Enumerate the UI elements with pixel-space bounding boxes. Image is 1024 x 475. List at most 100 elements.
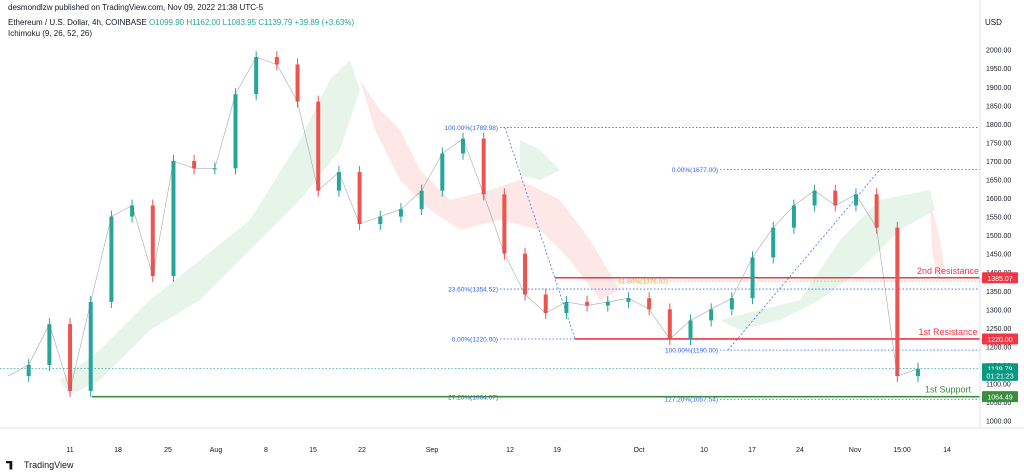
cloud-red [360, 80, 620, 300]
price-candle [812, 190, 817, 206]
price-candle [109, 216, 114, 302]
price-line [7, 56, 919, 393]
x-tick-label: 17 [748, 447, 756, 454]
price-badge-label: 1385.07 [987, 276, 1012, 283]
y-axis[interactable]: 1000.001050.001100.001150.001200.001250.… [0, 0, 1024, 429]
published-by-text: desmondlzw published on TradingView.com,… [8, 3, 264, 12]
x-tick-label: 24 [796, 447, 804, 454]
y-tick-label: 1450.00 [986, 252, 1011, 259]
price-badge-label: 1064.49 [987, 395, 1012, 402]
price-candle [667, 309, 672, 339]
price-candle [895, 227, 900, 377]
price-candle [729, 298, 734, 310]
price-candle [295, 64, 300, 102]
price-candle [357, 172, 362, 224]
price-candle [47, 324, 52, 365]
y-tick-label: 1600.00 [986, 196, 1011, 203]
x-tick-label: 10 [700, 447, 708, 454]
price-candle [585, 301, 590, 306]
fib-level-label: 0.00%(1220.00) [452, 336, 498, 343]
symbol-line: Ethereum / U.S. Dollar, 4h, COINBASE O10… [8, 18, 354, 27]
price-candle [771, 227, 776, 258]
x-tick-label: 19 [553, 447, 561, 454]
currency-label: USD [985, 18, 1002, 27]
y-tick-label: 1800.00 [986, 122, 1011, 129]
fib-level-label: 61.80%(1376.03) [618, 279, 668, 286]
price-badge [982, 333, 1018, 345]
fib-level-label: 0.00%(1677.00) [672, 167, 718, 174]
price-candle [523, 253, 528, 295]
level-label: 1st Resistance [918, 327, 977, 337]
price-candle [150, 205, 155, 276]
price-candle [254, 57, 259, 95]
price-series [7, 51, 920, 397]
x-axis[interactable]: 11 18 25 Aug 8 15 22 Sep 12 19 Oct 10 17 24 Nov 15:00 14 [66, 447, 951, 454]
price-candle [481, 138, 486, 195]
price-badge [982, 369, 1018, 381]
fib-level-label: 127.20%(1057.54) [665, 397, 719, 404]
brand-name: TradingView [24, 460, 74, 470]
x-tick-label: 14 [943, 447, 951, 454]
level-label: 2nd Resistance [917, 266, 979, 276]
y-tick-label: 1000.00 [986, 419, 1011, 426]
price-candle [26, 364, 31, 377]
price-candle [398, 209, 403, 217]
y-tick-label: 1850.00 [986, 103, 1011, 110]
y-tick-label: 1750.00 [986, 140, 1011, 147]
price-candle [378, 216, 383, 224]
x-tick-label: Oct [634, 447, 645, 454]
y-tick-label: 1050.00 [986, 400, 1011, 407]
x-tick-label: 11 [66, 447, 73, 454]
price-candle [502, 194, 507, 254]
price-candle [88, 301, 93, 391]
price-candle [916, 368, 920, 377]
x-tick-label: 8 [264, 447, 268, 454]
price-candle [791, 205, 796, 228]
x-tick-label: 12 [506, 447, 514, 454]
indicator-label: Ichimoku (9, 26, 52, 26) [8, 29, 93, 38]
cloud-red-2 [930, 200, 945, 280]
price-candle [543, 294, 548, 314]
cloud-green-2 [520, 140, 560, 180]
ohlc-values: O1099.90 H1162.00 L1083.95 C1139.79 +39.… [148, 18, 355, 27]
price-badge [982, 391, 1018, 403]
price-candle [853, 194, 858, 206]
x-tick-label: Aug [210, 447, 223, 454]
price-candle [274, 57, 279, 65]
price-badge [982, 272, 1018, 284]
fib-level-label: 23.60%(1354.52) [448, 287, 498, 294]
y-tick-label: 2000.00 [986, 48, 1011, 55]
cloud-green-3 [720, 190, 935, 330]
price-badge-label: 1220.00 [987, 337, 1012, 344]
price-candle [709, 309, 714, 321]
price-candle [874, 194, 879, 228]
price-candle [212, 168, 217, 170]
cloud-green [60, 60, 360, 395]
x-tick-label: 22 [358, 447, 366, 454]
y-tick-label: 1500.00 [986, 233, 1011, 240]
price-candle [688, 320, 693, 339]
symbol-name: Ethereum / U.S. Dollar, 4h, COINBASE [8, 18, 147, 27]
y-tick-label: 1900.00 [986, 85, 1011, 92]
x-tick-label: 15:00 [893, 447, 911, 454]
fib-level-label: 100.00%(1789.98) [445, 125, 499, 132]
price-badge-label: 01:21:23 [986, 373, 1013, 380]
price-candle [605, 301, 610, 306]
price-candle [419, 190, 424, 210]
y-tick-label: 1650.00 [986, 177, 1011, 184]
tradingview-logo-icon [6, 460, 13, 470]
level-label: 1st Support [925, 385, 972, 395]
price-candle [171, 160, 176, 276]
price-candle [130, 205, 135, 217]
price-candle [564, 301, 569, 314]
tradingview-watermark[interactable]: TradingView [6, 460, 74, 470]
y-tick-label: 1350.00 [986, 289, 1011, 296]
x-tick-label: Sep [426, 447, 439, 454]
x-tick-label: 15 [309, 447, 317, 454]
price-candle [461, 138, 465, 154]
x-tick-label: 18 [114, 447, 122, 454]
y-tick-label: 1100.00 [986, 381, 1011, 388]
level-lines: 2nd Resistance 1st Resistance 1st Support [92, 266, 980, 398]
price-candle [750, 257, 755, 299]
